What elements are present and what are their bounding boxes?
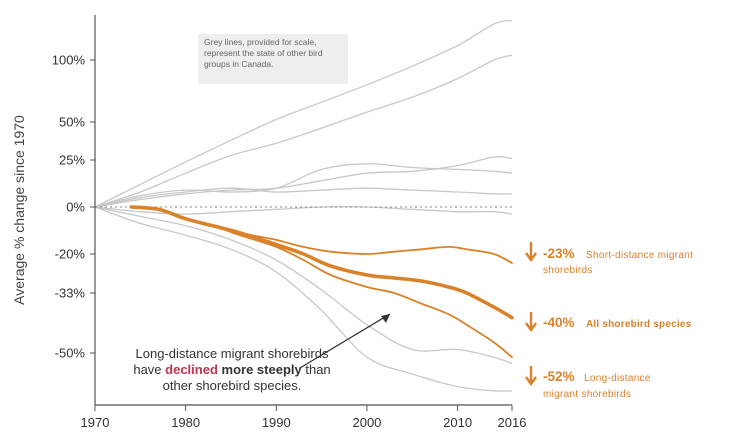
series-line-3 xyxy=(130,206,513,359)
x-tick-label: 1970 xyxy=(81,415,110,430)
callout-line-2: have declined more steeply than xyxy=(133,362,330,377)
label-long-distance-line1: Long-distance xyxy=(584,373,651,384)
down-arrow-icon xyxy=(525,242,537,263)
note-box xyxy=(198,34,348,84)
series-labels: -23% Short-distance migrant shorebirds -… xyxy=(525,242,693,400)
y-tick-labels: 100% 50% 25% 0% -20% -33% -50% xyxy=(52,53,95,361)
x-tick-labels: 1970 1980 1990 2000 2010 2016 xyxy=(81,405,527,430)
y-tick-label: 50% xyxy=(59,115,85,130)
down-arrow-icon xyxy=(525,312,537,333)
callout-line-1: Long-distance migrant shorebirds xyxy=(136,346,329,361)
label-long-distance-line2: migrant shorebirds xyxy=(543,389,631,400)
grey-line-7 xyxy=(94,206,513,365)
note-text-container: Grey lines, provided for scale, represen… xyxy=(204,37,323,69)
callout-arrowhead-icon xyxy=(381,314,390,323)
grey-line-4 xyxy=(94,163,513,208)
grey-line-1 xyxy=(94,19,513,208)
note-text: Grey lines, provided for scale, represen… xyxy=(204,37,323,69)
x-tick-label: 2010 xyxy=(443,415,472,430)
callout-emphasis: declined xyxy=(165,362,218,377)
label-short-distance: -23% Short-distance migrant shorebirds xyxy=(525,242,693,276)
label-all-line1: All shorebird species xyxy=(586,319,692,330)
series-lines xyxy=(129,205,514,359)
y-tick-label: 0% xyxy=(66,200,85,215)
x-tick-label: 1980 xyxy=(171,415,200,430)
callout-line-2-post: than xyxy=(302,362,331,377)
grey-line-5 xyxy=(94,187,513,208)
x-tick-label: 2000 xyxy=(352,415,381,430)
series-line-2 xyxy=(129,205,514,320)
y-tick-label: -50% xyxy=(55,346,86,361)
callout-arrow-line xyxy=(299,313,391,369)
label-short-distance-line1: Short-distance migrant xyxy=(586,250,693,261)
x-tick-label: 2016 xyxy=(498,415,527,430)
label-long-distance: -52% Long-distance migrant shorebirds xyxy=(525,366,651,400)
callout: Long-distance migrant shorebirds have de… xyxy=(133,313,391,393)
callout-bold: more steeply xyxy=(218,362,303,377)
grey-lines-note: Grey lines, provided for scale, represen… xyxy=(198,34,348,84)
y-tick-label: -33% xyxy=(55,286,86,301)
x-tick-label: 1990 xyxy=(262,415,291,430)
label-long-distance-pct: -52% xyxy=(543,369,575,384)
series-line-1 xyxy=(130,206,513,264)
label-all-pct: -40% xyxy=(543,315,575,330)
y-tick-label: 100% xyxy=(52,53,86,68)
label-all-shorebirds: -40% All shorebird species xyxy=(525,312,692,333)
callout-line-3: other shorebird species. xyxy=(163,378,302,393)
axes xyxy=(94,15,512,406)
down-arrow-icon xyxy=(525,366,537,387)
label-short-distance-pct: -23% xyxy=(543,246,575,261)
y-axis-label: Average % change since 1970 xyxy=(11,115,27,305)
grey-line-8 xyxy=(94,206,513,392)
grey-line-3 xyxy=(94,156,513,208)
grey-line-2 xyxy=(94,54,513,208)
callout-line-2-pre: have xyxy=(133,362,165,377)
y-tick-label: -20% xyxy=(55,247,86,262)
label-short-distance-line2: shorebirds xyxy=(543,265,593,276)
y-tick-label: 25% xyxy=(59,153,85,168)
